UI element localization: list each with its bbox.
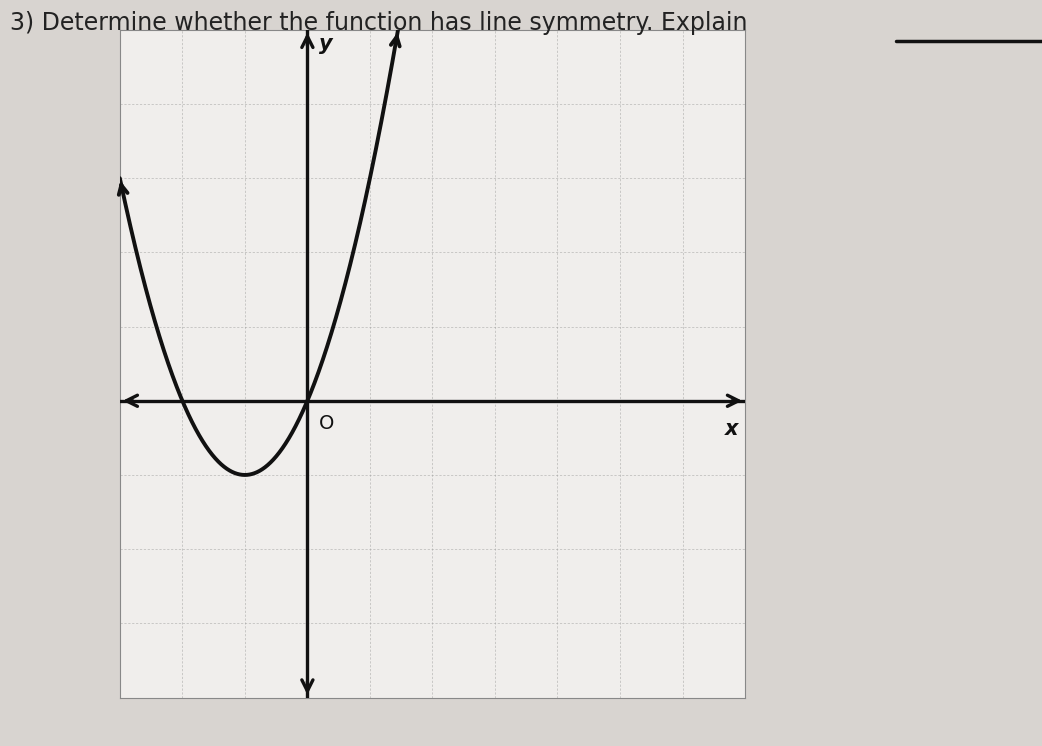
Text: y: y [319,34,332,54]
Text: x: x [725,419,739,439]
Text: O: O [319,414,334,433]
Text: 3) Determine whether the function has line symmetry. Explain: 3) Determine whether the function has li… [10,11,748,35]
